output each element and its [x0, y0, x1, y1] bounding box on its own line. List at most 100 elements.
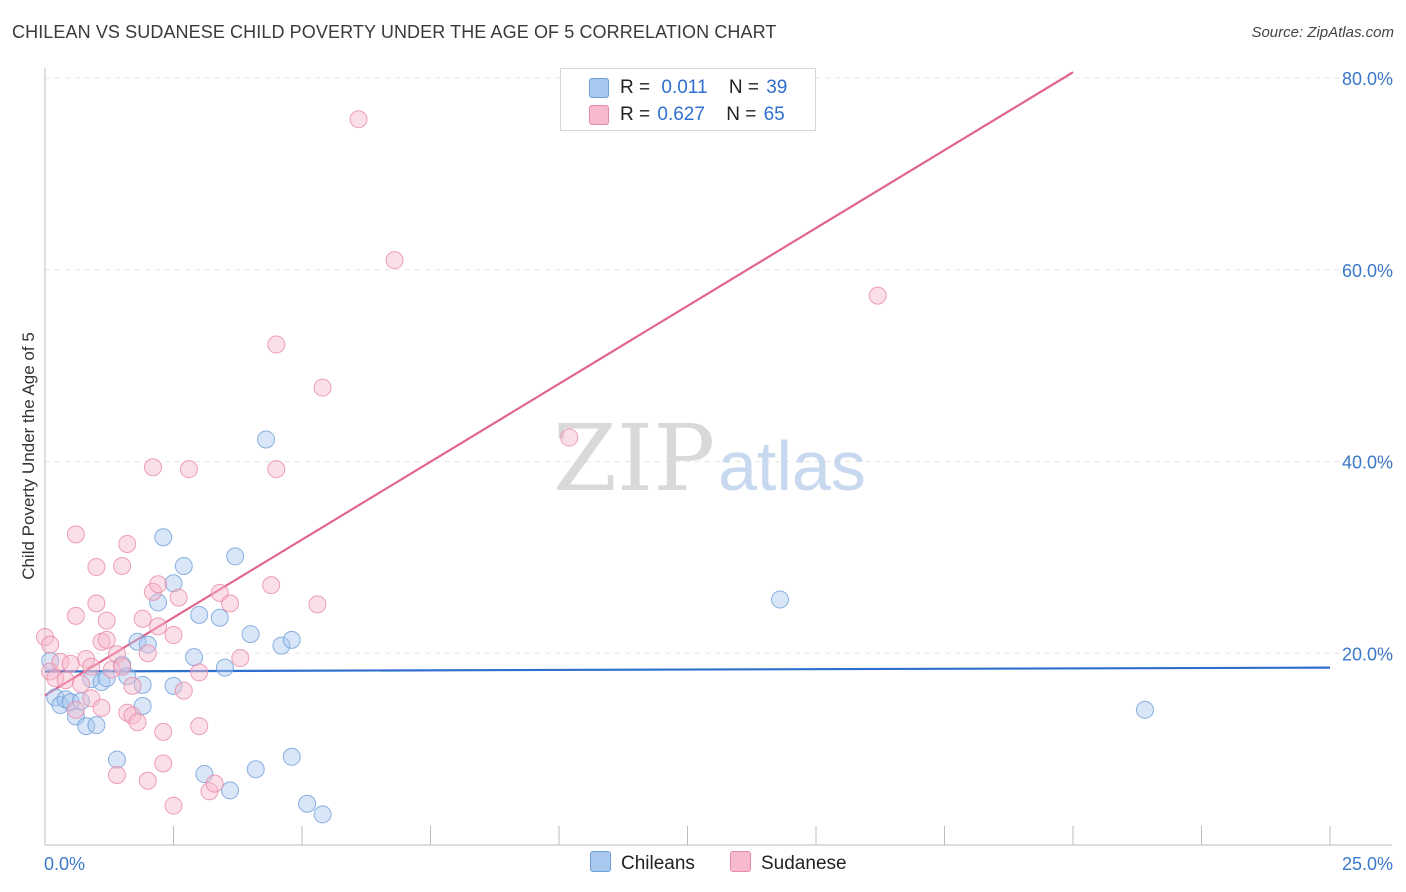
chileans-point [221, 781, 240, 800]
watermark-atlas: atlas [718, 427, 866, 505]
chileans-point [282, 747, 301, 766]
sudanese-point [97, 630, 116, 649]
sudanese-point [92, 698, 111, 717]
sudanese-point [71, 674, 90, 693]
chileans-point [241, 625, 260, 644]
sudanese-point [262, 576, 281, 595]
sudanese-point [87, 594, 106, 613]
chileans-point [154, 528, 173, 547]
sudanese-point [308, 595, 327, 614]
chileans-point [190, 605, 209, 624]
legend-r-value-chileans: 0.011 [661, 77, 708, 98]
legend-r-label: R = [620, 104, 651, 125]
chileans-point [128, 632, 147, 651]
sudanese-point [128, 713, 147, 732]
trend-lines [44, 71, 1331, 697]
sudanese-point [190, 717, 209, 736]
sudanese-point [349, 110, 368, 129]
watermark-zip: ZIP [553, 405, 715, 512]
sudanese-point [82, 657, 101, 676]
sudanese-point [61, 654, 80, 673]
sudanese-point [164, 626, 183, 645]
sudanese-point [231, 649, 250, 668]
sudanese-point [205, 774, 224, 793]
bottom-legend-sudanese: Sudanese [730, 851, 847, 875]
sudanese-point [97, 611, 116, 630]
chileans-point [246, 760, 265, 779]
chileans-point [771, 590, 790, 609]
sudanese-point [113, 557, 132, 576]
chileans-point [226, 547, 245, 566]
chileans-point [313, 805, 332, 824]
y-tick-label: 20.0% [1342, 644, 1393, 664]
chileans-point [298, 794, 317, 813]
sudanese-point [113, 657, 132, 676]
sudanese-swatch [730, 851, 751, 872]
chileans-point [87, 716, 106, 735]
sudanese-point [169, 588, 188, 607]
chileans-point [149, 593, 168, 612]
sudanese-point [179, 460, 198, 479]
sudanese-point [143, 458, 162, 477]
y-tick-label: 80.0% [1342, 69, 1393, 89]
legend-n-label: N = [728, 77, 759, 98]
legend-r-label: R = [620, 77, 651, 98]
legend-n-label: N = [726, 104, 757, 125]
chileans-trend-line [44, 666, 1331, 673]
bottom-legend-sudanese-label: Sudanese [761, 853, 847, 874]
x-tick-label: 25.0% [1342, 854, 1393, 874]
chileans-point [82, 670, 101, 689]
sudanese-point [267, 460, 286, 479]
chileans-point [41, 651, 60, 670]
sudanese-point [138, 771, 157, 790]
chileans-point [133, 675, 152, 694]
sudanese-point [560, 428, 579, 447]
data-points [36, 110, 1154, 824]
chileans-swatch [590, 851, 611, 872]
sudanese-point [56, 671, 75, 690]
chileans-point [118, 667, 137, 686]
chileans-point [164, 676, 183, 695]
y-axis-label: Child Poverty Under the Age of 5 [19, 332, 38, 580]
sudanese-point [66, 525, 85, 544]
x-tick-label: 0.0% [44, 854, 85, 874]
source-label: Source: ZipAtlas.com [1251, 24, 1394, 41]
chileans-point [282, 630, 301, 649]
chileans-point [210, 608, 229, 627]
tick-labels: 20.0% 40.0% 60.0% 80.0% 0.0% 25.0% [44, 69, 1393, 874]
sudanese-point [66, 700, 85, 719]
sudanese-point [868, 286, 887, 305]
bottom-legend-chileans-label: Chileans [621, 853, 695, 874]
chileans-point [185, 648, 204, 667]
sudanese-point [154, 754, 173, 773]
y-tick-label: 60.0% [1342, 261, 1393, 281]
chileans-point [77, 717, 96, 736]
chart-title: CHILEAN VS SUDANESE CHILD POVERTY UNDER … [12, 22, 777, 42]
legend-n-value-sudanese: 65 [763, 104, 785, 125]
chileans-point [1135, 700, 1154, 719]
sudanese-point [41, 635, 60, 654]
bottom-legend-chileans: Chileans [590, 851, 695, 875]
chileans-point [272, 636, 291, 655]
sudanese-point [87, 557, 106, 576]
sudanese-point [313, 378, 332, 397]
sudanese-point [107, 766, 126, 785]
chileans-point [257, 430, 276, 449]
sudanese-point [149, 617, 168, 636]
sudanese-point [66, 606, 85, 625]
chileans-point [164, 574, 183, 593]
chileans-point [174, 557, 193, 576]
sudanese-swatch [589, 105, 609, 125]
sudanese-point [164, 796, 183, 815]
sudanese-trend-line [44, 71, 1074, 697]
sudanese-point [267, 335, 286, 354]
grid-lines [45, 77, 1392, 654]
legend: R = 0.011 N = 39 R = 0.627 N = 65 [560, 68, 816, 131]
sudanese-point [385, 251, 404, 270]
chileans-point [215, 658, 234, 677]
sudanese-point [118, 534, 137, 553]
legend-r-value-sudanese: 0.627 [657, 104, 705, 125]
axes [44, 68, 1392, 846]
sudanese-point [133, 609, 152, 628]
